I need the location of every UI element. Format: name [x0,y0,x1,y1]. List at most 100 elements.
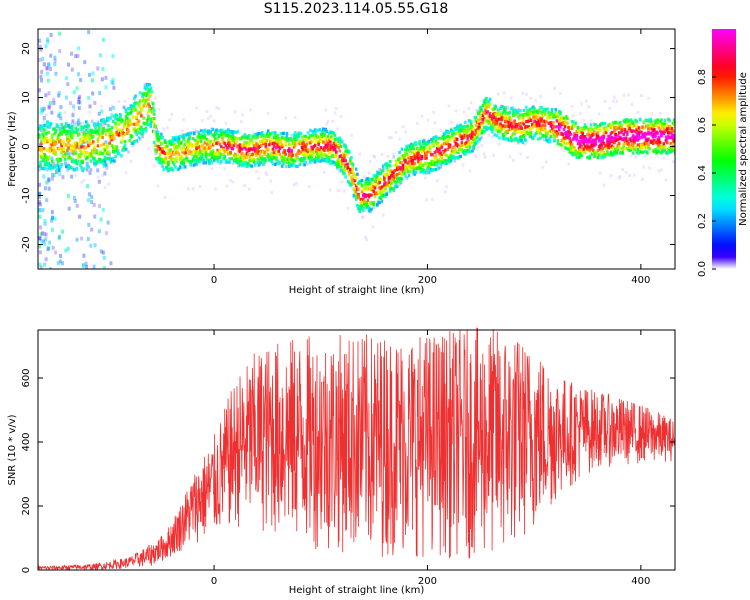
spectrogram-cell [123,143,127,148]
spectrogram-cell [82,140,86,144]
spectrogram-cell [189,131,193,135]
spectrogram-halo-cell [636,111,640,115]
y-tick-label: 10 [21,91,32,104]
spectrogram-cell [211,127,215,132]
spectrogram-cell [440,143,444,147]
spectrogram-cell [481,121,485,125]
spectrogram-cell [484,118,487,122]
spectrogram-cell [195,154,198,158]
spectrogram-cell [205,142,209,146]
spectrogram-cell [282,131,285,135]
spectrogram-cell [43,167,47,171]
spectrogram-halo-cell [579,112,582,116]
spectrogram-cell [337,165,340,169]
spectrogram-cell [656,145,660,149]
x-tick-label: 200 [418,576,437,587]
spectrogram-cell [420,146,424,150]
spectrogram-cell [670,147,674,151]
spectrogram-halo-cell [371,225,374,229]
spectrogram-noise-cell [106,220,110,225]
spectrogram-cell [293,143,297,148]
spectrogram-halo-cell [123,99,127,103]
spectrogram-cell [296,164,299,168]
spectrogram-cell [519,113,522,117]
spectrogram-cell [96,139,100,143]
spectrogram-cell [198,159,202,163]
spectrogram-halo-cell [394,130,398,134]
spectrogram-cell [617,145,621,149]
spectrogram-cell [643,131,647,135]
spectrogram-cell [318,128,322,132]
spectrogram-cell [649,117,653,121]
spectrogram-cell [471,149,474,153]
spectrogram-cell [95,151,99,155]
spectrogram-cell [485,125,488,129]
spectrogram-cell [209,131,212,135]
spectrogram-halo-cell [461,163,465,167]
spectrogram-cell [400,177,404,181]
spectrogram-noise-cell [56,261,60,266]
spectrogram-cell [82,149,86,153]
spectrogram-cell [388,184,392,188]
spectrogram-cell [73,168,76,172]
spectrogram-cell [111,119,115,123]
spectrogram-cell [658,127,662,131]
spectrogram-cell [654,121,657,125]
spectrogram-cell [480,135,484,140]
spectrogram-cell [49,146,53,150]
spectrogram-cell [648,126,651,130]
spectrogram-cell [226,130,230,134]
spectrogram-halo-cell [269,179,272,183]
spectrogram-cell [378,167,381,172]
spectrogram-cell [84,137,88,141]
spectrogram-cell [640,145,643,150]
spectrogram-cell [344,149,347,153]
spectrogram-cell [278,146,282,151]
spectrogram-noise-cell [47,186,51,191]
spectrogram-cell [60,151,63,155]
spectrogram-halo-cell [270,191,273,195]
spectrogram-cell [469,128,473,132]
spectrogram-cell [627,119,630,123]
spectrogram-noise-cell [47,106,51,111]
spectrogram-halo-cell [523,143,527,147]
spectrogram-cell [508,115,512,120]
spectrogram-noise-cell [99,53,103,58]
spectrogram-cell [636,147,640,151]
spectrogram-noise-cell [47,63,51,68]
spectrogram-cell [161,135,164,139]
spectrogram-noise-cell [39,47,43,52]
spectrogram-noise-cell [57,236,61,241]
spectrogram-cell [134,101,137,105]
spectrogram-cell [387,181,391,185]
spectrogram-cell [49,123,53,127]
spectrogram-cell [569,139,573,143]
spectrogram-cell [184,140,188,144]
spectrogram-cell [358,209,362,214]
spectrogram-noise-cell [64,76,68,81]
spectrogram-cell [114,121,117,125]
spectrogram-cell [86,168,89,172]
spectrogram-halo-cell [534,99,538,103]
spectrogram-cell [640,135,643,140]
spectrogram-cell [222,148,225,152]
spectrogram-noise-cell [73,198,77,203]
spectrogram-cell [613,141,616,145]
spectrogram-cell [101,136,104,140]
spectrogram-cell [520,134,523,139]
spectrogram-cell [528,107,532,111]
spectrogram-cell [261,155,264,159]
spectrogram-cell [231,134,235,139]
spectrogram-noise-cell [77,118,81,123]
spectrogram-cell [596,156,600,160]
spectrogram-halo-cell [191,187,195,191]
spectrogram-cell [573,137,576,141]
spectrogram-cell [320,138,324,142]
spectrogram-halo-cell [210,167,214,171]
spectrogram-cell [203,136,207,140]
spectrogram-noise-cell [74,54,78,59]
spectrogram-cell [241,147,244,151]
spectrogram-halo-cell [613,95,616,99]
spectrogram-cell [392,177,396,181]
y-tick-label: -20 [21,236,32,252]
